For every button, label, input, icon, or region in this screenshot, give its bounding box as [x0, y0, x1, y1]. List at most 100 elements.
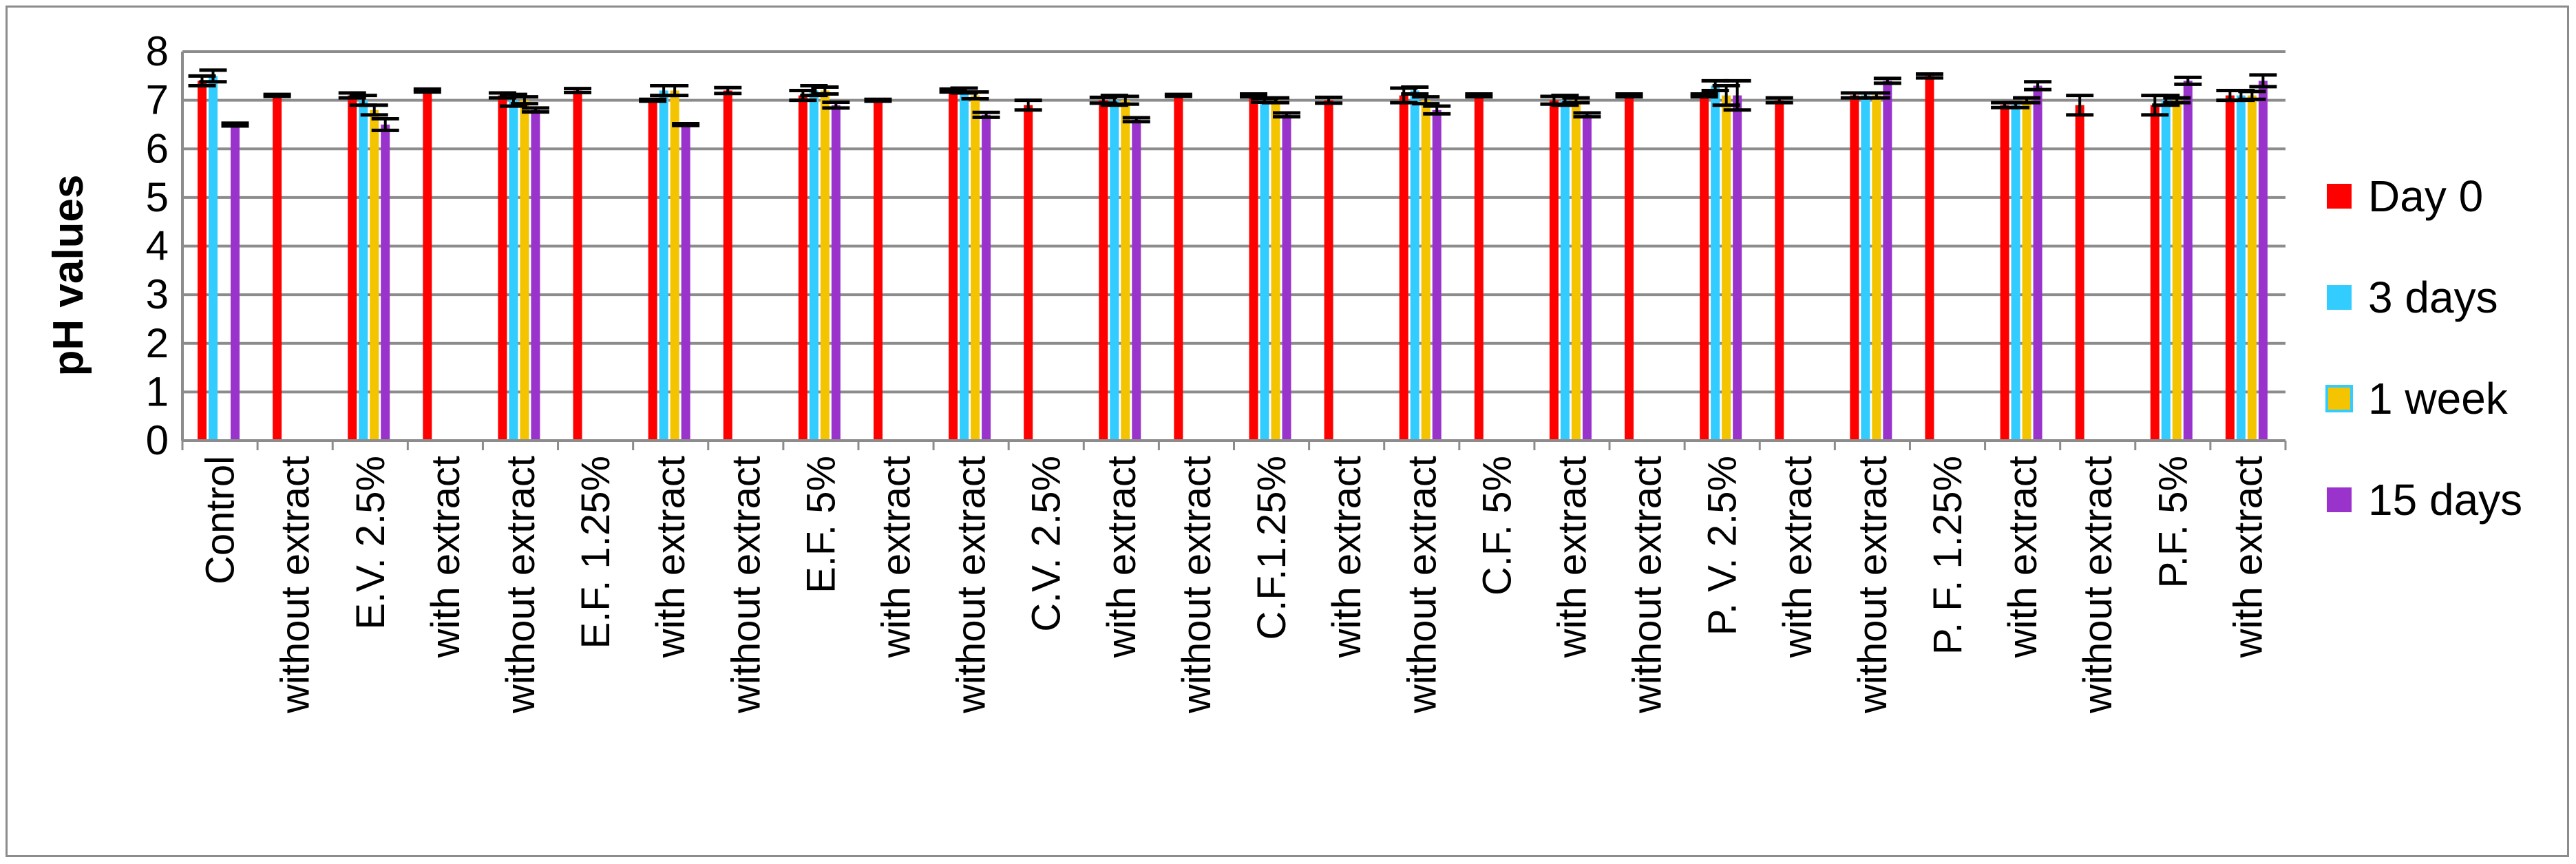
- x-category-label: without extract: [1850, 456, 1895, 714]
- error-bar: [1273, 111, 1300, 119]
- bar: [1421, 100, 1430, 441]
- error-bar: [661, 83, 689, 98]
- x-category-label: without extract: [1174, 456, 1219, 714]
- bar: [209, 76, 218, 441]
- bar: [1700, 95, 1709, 441]
- error-bar: [510, 95, 538, 106]
- bar: [348, 95, 357, 441]
- bar: [231, 124, 240, 441]
- bar: [1110, 100, 1119, 441]
- bar: [273, 95, 282, 441]
- bar: [2183, 81, 2193, 441]
- error-bar: [371, 116, 399, 132]
- error-bar: [199, 68, 227, 84]
- error-bar: [521, 106, 549, 114]
- legend-item: 3 days: [2327, 273, 2498, 322]
- x-category-label: C.V. 2.5%: [1024, 456, 1069, 632]
- grid-lines: [182, 50, 2285, 442]
- bar: [573, 90, 582, 441]
- legend-item: 1 week: [2325, 374, 2509, 423]
- x-category-label: without extract: [949, 456, 994, 714]
- bar: [982, 114, 991, 441]
- bar: [531, 109, 540, 441]
- bar: [1399, 95, 1408, 441]
- x-category-label: C.F.1.25%: [1249, 456, 1294, 640]
- bar: [1571, 100, 1581, 441]
- bar: [1560, 100, 1570, 441]
- bars: [198, 76, 2268, 441]
- bar: [1282, 114, 1291, 441]
- x-category-label: Control: [198, 456, 243, 584]
- error-bar: [1111, 94, 1139, 106]
- bar: [498, 95, 507, 441]
- x-category-label: with extract: [1775, 456, 1820, 658]
- error-bar: [972, 110, 1000, 119]
- bar: [1249, 95, 1258, 441]
- x-category-label: with extract: [1099, 456, 1144, 658]
- error-bar: [564, 87, 592, 94]
- x-category-label: with extract: [423, 456, 468, 658]
- bar: [2000, 105, 2009, 441]
- error-bar: [2066, 94, 2094, 117]
- y-tick-label: 5: [146, 174, 169, 220]
- error-bar: [360, 103, 388, 117]
- y-tick-label: 6: [146, 125, 169, 171]
- error-bar: [672, 122, 700, 127]
- error-bar: [961, 90, 989, 101]
- y-tick-label: 1: [146, 368, 169, 414]
- error-bar: [1014, 98, 1042, 112]
- x-category-label: P. V. 2.5%: [1700, 456, 1745, 635]
- error-bar: [1862, 91, 1890, 100]
- error-bar: [1262, 96, 1289, 105]
- bar: [520, 100, 529, 441]
- error-bar: [1615, 92, 1643, 99]
- error-bar: [864, 97, 892, 103]
- bar: [2247, 95, 2257, 441]
- bar: [2258, 81, 2268, 441]
- error-bar: [1562, 96, 1590, 105]
- bar: [960, 90, 969, 441]
- x-category-label: E.F. 5%: [799, 456, 843, 593]
- bar: [2075, 105, 2084, 441]
- bar: [1582, 114, 1592, 441]
- x-category-label: with extract: [874, 456, 919, 658]
- bar: [2033, 85, 2042, 441]
- bar: [1872, 95, 1881, 441]
- bar: [820, 90, 830, 441]
- error-bar: [822, 100, 850, 110]
- legend-swatch: [2325, 385, 2353, 412]
- x-category-label: C.F. 5%: [1475, 456, 1519, 596]
- bar: [1925, 76, 1934, 441]
- y-tick-label: 2: [146, 320, 169, 366]
- bar: [1549, 100, 1559, 441]
- x-category-label: with extract: [2000, 456, 2045, 658]
- error-bar: [1690, 92, 1718, 99]
- bar: [648, 100, 657, 441]
- x-category-label: without extract: [498, 456, 543, 714]
- error-bars: [188, 68, 2277, 132]
- bar: [949, 90, 958, 441]
- error-bar: [1765, 96, 1793, 105]
- error-bar: [1122, 116, 1150, 124]
- error-bar: [1723, 78, 1751, 112]
- x-category-label: with extract: [1550, 456, 1594, 658]
- error-bar: [1315, 95, 1343, 105]
- legend-label: 3 days: [2368, 273, 2498, 322]
- y-tick-label: 0: [146, 417, 169, 463]
- x-category-label: without extract: [273, 456, 318, 714]
- legend-item: Day 0: [2327, 171, 2483, 221]
- error-bar: [2163, 96, 2191, 105]
- y-tick-label: 4: [146, 223, 169, 269]
- x-category-label: P.F. 5%: [2151, 456, 2195, 588]
- legend-label: Day 0: [2368, 171, 2483, 221]
- bar: [1099, 100, 1108, 441]
- bar: [2225, 95, 2235, 441]
- error-bar: [2013, 96, 2041, 105]
- x-category-label: without extract: [1625, 456, 1670, 714]
- axes: [181, 52, 2287, 450]
- bar: [1410, 90, 1419, 441]
- bar: [1625, 95, 1634, 441]
- bar: [1711, 85, 1720, 441]
- bar: [798, 95, 807, 441]
